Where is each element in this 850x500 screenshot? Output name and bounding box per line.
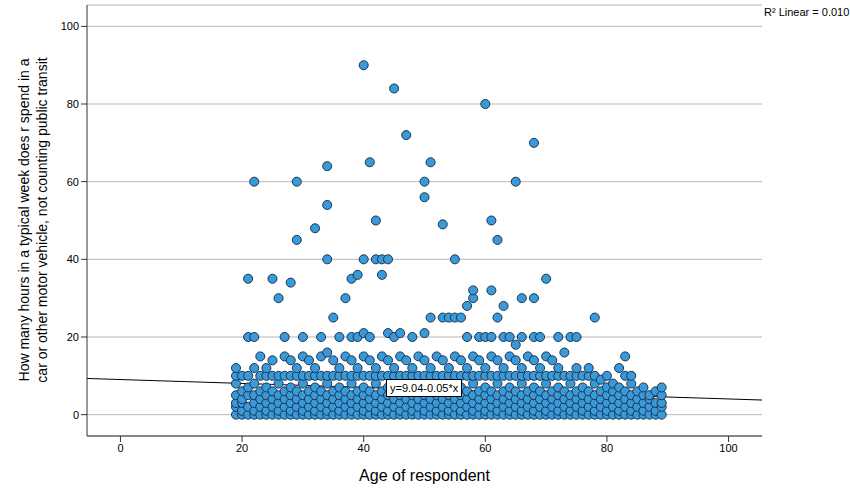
svg-text:20: 20 xyxy=(236,442,248,454)
svg-text:100: 100 xyxy=(61,20,79,32)
html-text:How many hours in a typical we: How many hours in a typical week does r … xyxy=(16,58,32,382)
svg-text:20: 20 xyxy=(67,331,79,343)
html-text:car or other motor vehicle, no: car or other motor vehicle, not counting… xyxy=(34,57,50,383)
html-text:Age of respondent: Age of respondent xyxy=(359,467,490,484)
svg-text:0: 0 xyxy=(73,409,79,421)
svg-text:100: 100 xyxy=(719,442,737,454)
svg-text:80: 80 xyxy=(67,98,79,110)
svg-text:60: 60 xyxy=(67,176,79,188)
svg-text:40: 40 xyxy=(67,253,79,265)
svg-text:40: 40 xyxy=(358,442,370,454)
html-text:y=9.04-0.05*x: y=9.04-0.05*x xyxy=(390,382,459,394)
html-text:R² Linear = 0.010: R² Linear = 0.010 xyxy=(764,6,850,18)
svg-text:60: 60 xyxy=(479,442,491,454)
svg-text:80: 80 xyxy=(601,442,613,454)
svg-text:0: 0 xyxy=(117,442,123,454)
